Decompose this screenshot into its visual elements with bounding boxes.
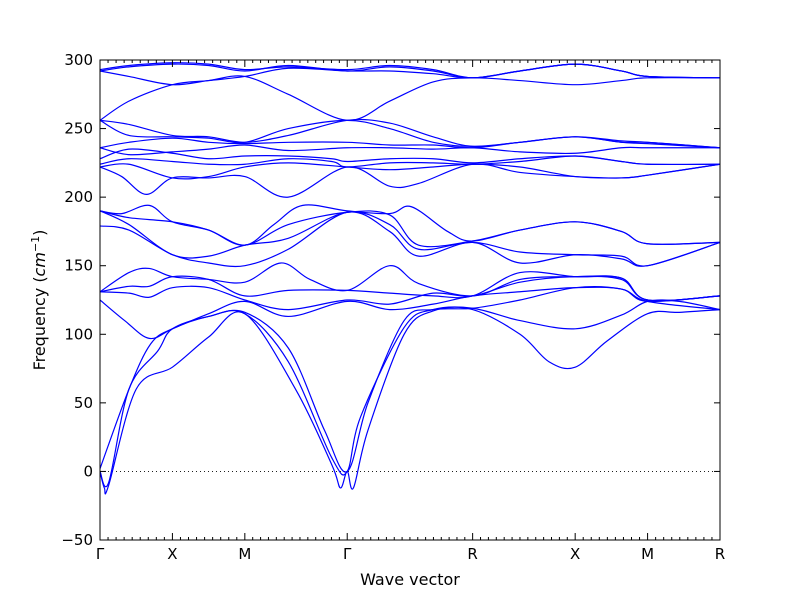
- band-line-16: [100, 144, 720, 156]
- y-axis-label-close: ): [30, 230, 49, 236]
- band-line-18: [100, 119, 720, 149]
- band-line-2: [100, 299, 720, 488]
- x-tick-label: R: [715, 545, 725, 563]
- y-axis-label-unit: cm: [30, 252, 49, 276]
- band-line-14: [100, 155, 720, 168]
- x-axis-label: Wave vector: [360, 570, 460, 589]
- band-line-9: [100, 210, 720, 267]
- y-tick-label: 250: [64, 120, 93, 138]
- y-axis: −50 0 50 100 150 200 250 300: [61, 51, 720, 549]
- y-axis-label-text: Frequency (: [30, 276, 49, 370]
- plot-frame: [99, 59, 721, 541]
- band-line-8: [100, 211, 720, 268]
- band-line-23: [100, 62, 720, 79]
- band-line-3: [100, 286, 720, 473]
- y-axis-label: Frequency (cm−1): [29, 230, 49, 371]
- y-tick-label: 300: [64, 51, 93, 69]
- y-tick-label: 0: [83, 462, 93, 480]
- y-axis-label-exponent: −1: [29, 236, 42, 252]
- x-tick-label: R: [467, 545, 477, 563]
- x-tick-label: M: [641, 545, 654, 563]
- band-line-20: [100, 75, 720, 121]
- band-line-7: [100, 262, 720, 302]
- x-tick-label: Γ: [343, 545, 352, 563]
- y-tick-label: 100: [64, 325, 93, 343]
- y-tick-label: −50: [61, 531, 93, 549]
- band-line-19: [100, 118, 720, 149]
- y-tick-label: 200: [64, 188, 93, 206]
- x-tick-label: X: [167, 545, 177, 563]
- band-line-1: [100, 306, 720, 495]
- y-tick-label: 150: [64, 257, 93, 275]
- x-tick-label: Γ: [96, 545, 105, 563]
- band-line-13: [100, 162, 720, 180]
- band-line-11: [100, 204, 720, 246]
- x-tick-label: X: [570, 545, 580, 563]
- band-line-15: [100, 148, 720, 166]
- x-tick-label: M: [238, 545, 251, 563]
- y-tick-label: 50: [74, 394, 93, 412]
- band-line-10: [100, 210, 720, 248]
- phonon-bands: [100, 62, 720, 495]
- band-line-4: [100, 286, 720, 340]
